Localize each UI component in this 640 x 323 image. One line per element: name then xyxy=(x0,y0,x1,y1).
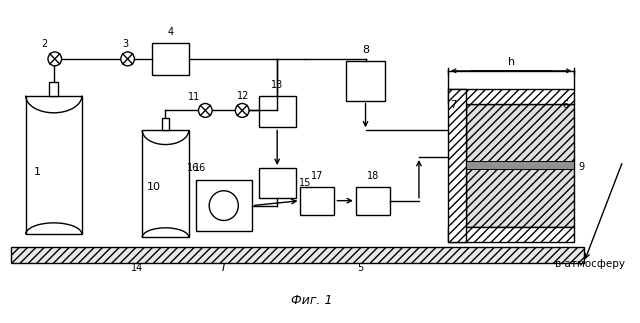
Text: 18: 18 xyxy=(367,171,379,181)
Text: в атмосферу: в атмосферу xyxy=(555,259,625,269)
Text: 9: 9 xyxy=(578,162,584,172)
Circle shape xyxy=(121,52,134,66)
Bar xyxy=(448,89,574,103)
Text: 7: 7 xyxy=(450,100,456,110)
Circle shape xyxy=(236,103,249,117)
Bar xyxy=(196,180,252,231)
Bar xyxy=(259,96,296,127)
Text: 2: 2 xyxy=(41,39,47,49)
Text: 5: 5 xyxy=(358,263,364,273)
Circle shape xyxy=(209,191,238,221)
Text: 16: 16 xyxy=(195,163,207,173)
Text: 12: 12 xyxy=(237,90,250,100)
Bar xyxy=(448,89,465,242)
Bar xyxy=(448,227,574,242)
Bar xyxy=(259,168,296,198)
Circle shape xyxy=(48,52,61,66)
Text: 15: 15 xyxy=(298,178,311,188)
Bar xyxy=(465,161,574,169)
Text: 4: 4 xyxy=(167,27,173,37)
Text: h: h xyxy=(508,57,515,67)
Bar xyxy=(356,187,390,214)
Bar xyxy=(346,61,385,100)
Bar xyxy=(465,103,574,227)
Text: 6: 6 xyxy=(563,100,569,110)
Text: 17: 17 xyxy=(311,171,324,181)
Text: 8: 8 xyxy=(362,45,369,55)
Bar xyxy=(300,187,335,214)
Text: I: I xyxy=(222,263,225,273)
Bar xyxy=(49,82,58,96)
Text: Фиг. 1: Фиг. 1 xyxy=(291,294,333,307)
Bar xyxy=(26,96,82,234)
Circle shape xyxy=(198,103,212,117)
Text: 10: 10 xyxy=(147,182,161,192)
Text: 3: 3 xyxy=(123,39,129,49)
Bar xyxy=(152,43,189,75)
Text: 16: 16 xyxy=(187,163,199,173)
Text: 13: 13 xyxy=(271,80,284,90)
Bar xyxy=(162,118,170,130)
Text: 11: 11 xyxy=(188,91,200,101)
Text: 14: 14 xyxy=(131,263,143,273)
Bar xyxy=(11,247,584,263)
Text: 1: 1 xyxy=(33,167,40,177)
Bar xyxy=(142,130,189,237)
